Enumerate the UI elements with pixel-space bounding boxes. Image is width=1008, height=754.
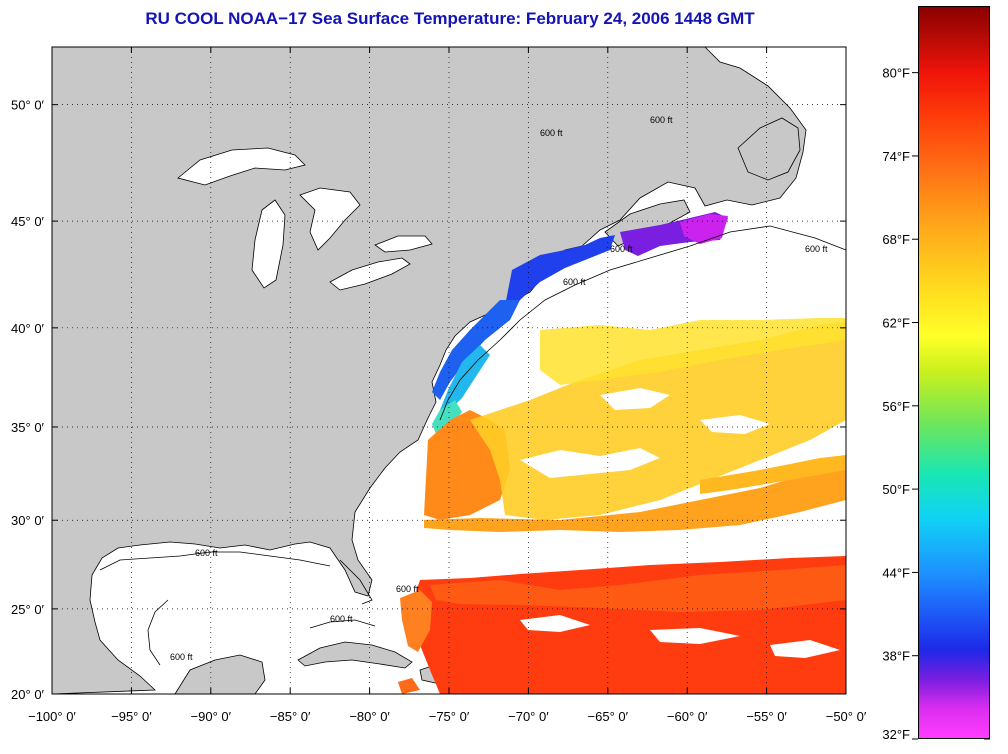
colorbar-f-label: 32°F [882,727,910,742]
isobath-label: 600 ft [540,128,563,138]
great-lakes [177,147,433,291]
isobath-labels: 600 ft 600 ft 600 ft 600 ft 600 ft 600 f… [170,115,828,662]
isobath-label: 600 ft [330,614,353,624]
lon-label: −100° 0′ [28,709,76,724]
map-title: RU COOL NOAA−17 Sea Surface Temperature:… [145,9,755,28]
colorbar-f-label: 56°F [882,399,910,414]
temperature-colorbar [918,6,990,739]
colorbar-f-label: 68°F [882,232,910,247]
lon-label: −65° 0′ [588,709,629,724]
lon-label: −50° 0′ [826,709,867,724]
lon-label: −80° 0′ [349,709,390,724]
lon-label: −90° 0′ [191,709,232,724]
lon-label: −75° 0′ [429,709,470,724]
isobath-label: 600 ft [396,584,419,594]
colorbar-f-label: 50°F [882,482,910,497]
lon-label: −85° 0′ [270,709,311,724]
axis-labels: −100° 0′ −95° 0′ −90° 0′ −85° 0′ −80° 0′ −75°… [11,98,867,724]
lon-label: −55° 0′ [746,709,787,724]
isobath-label: 600 ft [563,277,586,287]
lat-label: 25° 0′ [11,602,45,617]
colorbar-f-label: 74°F [882,149,910,164]
isobath-label: 600 ft [610,244,633,254]
lat-label: 30° 0′ [11,513,45,528]
isobath-label: 600 ft [195,548,218,558]
colorbar-f-label: 38°F [882,649,910,664]
lon-label: −70° 0′ [508,709,549,724]
isobath-label: 600 ft [805,244,828,254]
lat-label: 45° 0′ [11,214,45,229]
lon-label: −95° 0′ [111,709,152,724]
colorbar-f-label: 80°F [882,66,910,81]
colorbar-f-label: 44°F [882,565,910,580]
isobath-label: 600 ft [650,115,673,125]
map-frame [51,46,847,695]
colorbar-f-label: 62°F [882,316,910,331]
isobath-label: 600 ft [170,652,193,662]
lat-lon-grid [51,47,847,695]
lat-label: 35° 0′ [11,420,45,435]
isobath-600ft [99,225,847,666]
lon-label: −60° 0′ [667,709,708,724]
lat-label: 20° 0′ [11,687,45,702]
lat-label: 50° 0′ [11,98,45,113]
lat-label: 40° 0′ [11,321,45,336]
cloud-mask [520,388,840,658]
land-masses [51,46,807,695]
